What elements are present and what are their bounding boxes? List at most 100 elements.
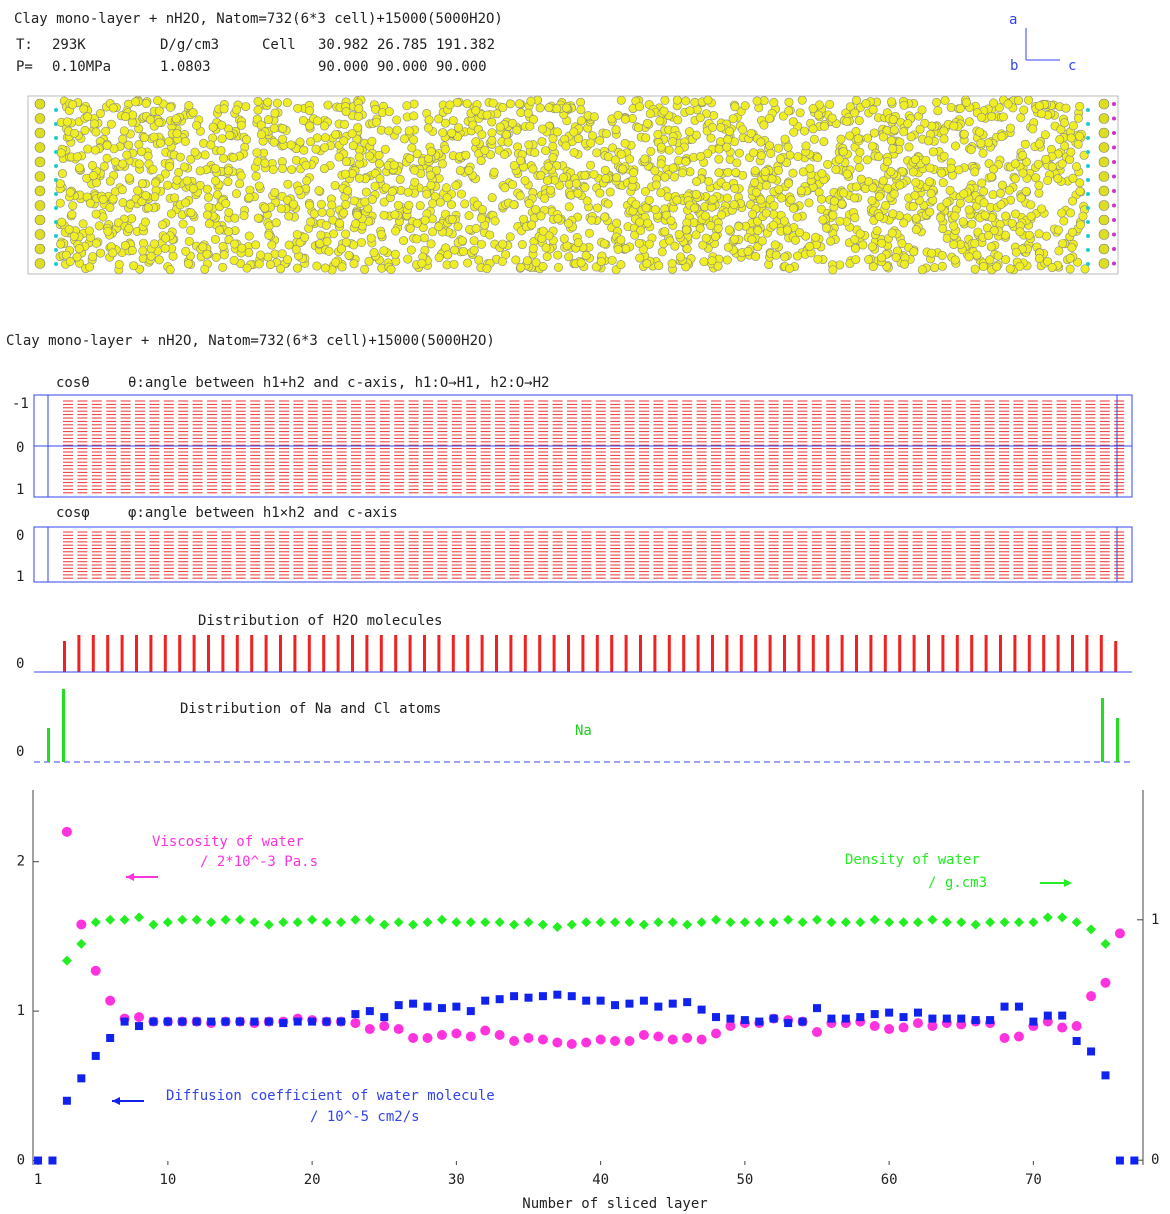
- atom: [791, 236, 799, 244]
- atom: [682, 226, 690, 234]
- atom: [645, 196, 653, 204]
- ion: [1086, 262, 1090, 266]
- ion: [1086, 136, 1090, 140]
- atom: [562, 142, 570, 150]
- atom: [396, 175, 404, 183]
- atom: [205, 203, 213, 211]
- atom: [960, 130, 968, 138]
- atom: [225, 208, 233, 216]
- atom: [724, 243, 732, 251]
- atom: [559, 173, 567, 181]
- atom: [956, 199, 964, 207]
- atom: [501, 184, 509, 192]
- atom: [242, 135, 250, 143]
- atom: [817, 195, 825, 203]
- atom: [539, 262, 547, 270]
- atom: [392, 116, 400, 124]
- atom: [342, 157, 350, 165]
- atom: [837, 135, 845, 143]
- atom: [255, 182, 263, 190]
- atom: [91, 146, 99, 154]
- ion: [1086, 150, 1090, 154]
- atom: [506, 100, 514, 108]
- atom: [757, 151, 765, 159]
- atom: [554, 263, 562, 271]
- atom: [338, 263, 346, 271]
- atom: [232, 106, 240, 114]
- atom: [287, 141, 295, 149]
- atom: [593, 204, 601, 212]
- atom: [321, 264, 329, 272]
- atom: [984, 139, 992, 147]
- atom: [544, 162, 552, 170]
- atom: [1075, 132, 1083, 140]
- atom: [322, 221, 330, 229]
- atom: [527, 221, 535, 229]
- cos-phi-tick: 1: [16, 569, 24, 585]
- atom: [465, 166, 473, 174]
- atom: [189, 108, 197, 116]
- atom: [643, 259, 651, 267]
- axis-c: c: [1068, 58, 1076, 74]
- atom: [409, 136, 417, 144]
- atom: [1006, 124, 1014, 132]
- atom: [647, 147, 655, 155]
- atom: [362, 188, 370, 196]
- atom: [709, 195, 717, 203]
- atom: [439, 128, 447, 136]
- atom: [762, 181, 770, 189]
- atom: [823, 160, 831, 168]
- cos-theta-description: θ:angle between h1+h2 and c-axis, h1:O→H…: [128, 375, 549, 391]
- atom: [490, 168, 498, 176]
- atom: [581, 183, 589, 191]
- clay-atom: [1112, 102, 1116, 106]
- atom: [295, 186, 303, 194]
- atom: [818, 169, 826, 177]
- atom: [103, 141, 111, 149]
- atom: [254, 214, 262, 222]
- atom: [1042, 232, 1050, 240]
- atom: [89, 252, 97, 260]
- atom: [749, 149, 757, 157]
- atom: [581, 171, 589, 179]
- atom: [636, 254, 644, 262]
- atom: [69, 201, 77, 209]
- atom: [814, 111, 822, 119]
- atom: [960, 190, 968, 198]
- atom: [741, 102, 749, 110]
- atom: [1066, 265, 1074, 273]
- atom: [230, 256, 238, 264]
- atom: [843, 170, 851, 178]
- atom: [1054, 174, 1062, 182]
- atom: [518, 240, 526, 248]
- atom: [951, 212, 959, 220]
- atom: [318, 208, 326, 216]
- atom: [730, 200, 738, 208]
- atom: [277, 205, 285, 213]
- atom: [916, 125, 924, 133]
- atom: [135, 160, 143, 168]
- atom: [905, 143, 913, 151]
- atom: [1065, 155, 1073, 163]
- atom: [869, 106, 877, 114]
- atom: [442, 184, 450, 192]
- atom: [637, 226, 645, 234]
- atom: [1068, 197, 1076, 205]
- atom: [102, 127, 110, 135]
- atom: [570, 128, 578, 136]
- d-value: 1.0803: [160, 59, 211, 75]
- atom: [368, 195, 376, 203]
- atom: [123, 151, 131, 159]
- cell-label: Cell: [262, 37, 296, 53]
- atom: [981, 211, 989, 219]
- atom: [1020, 106, 1028, 114]
- atom: [835, 155, 843, 163]
- atom: [150, 240, 158, 248]
- atom: [971, 265, 979, 273]
- atom: [862, 99, 870, 107]
- atom: [907, 133, 915, 141]
- cos-phi-label: cosφ: [56, 505, 90, 521]
- atom: [889, 145, 897, 153]
- atom: [58, 169, 66, 177]
- atom: [748, 235, 756, 243]
